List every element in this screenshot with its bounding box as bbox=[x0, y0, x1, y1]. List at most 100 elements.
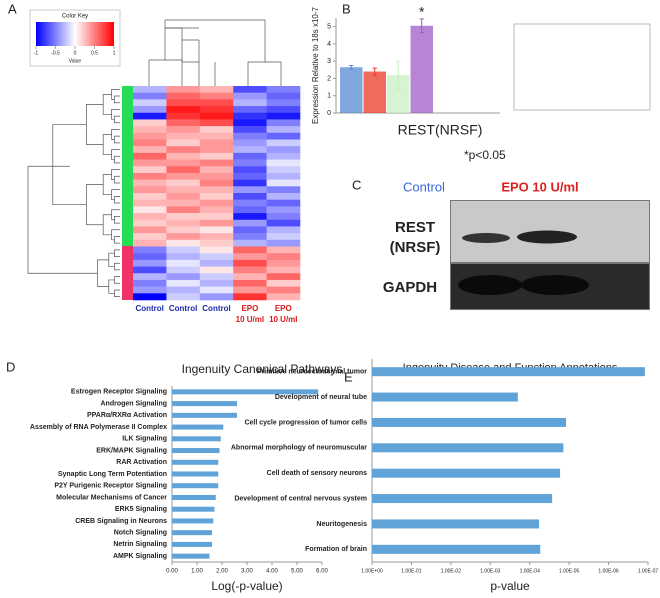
x-axis-label: Log(-p-value) bbox=[211, 579, 282, 593]
heatmap-cell bbox=[133, 132, 167, 140]
blot-row-label: REST bbox=[395, 219, 435, 236]
y-tick-label: Netrin Signaling bbox=[113, 541, 167, 548]
heatmap-cell bbox=[199, 132, 234, 140]
heatmap-cell bbox=[233, 126, 267, 134]
error-bar bbox=[396, 60, 401, 90]
heatmap-cell bbox=[266, 206, 301, 214]
heatmap-cell bbox=[233, 99, 267, 107]
bar bbox=[172, 412, 237, 418]
heatmap-cell bbox=[133, 266, 167, 274]
y-tick-label: Neuritogenesis bbox=[316, 521, 367, 528]
color-key-tick-label: 0.5 bbox=[91, 50, 98, 56]
heatmap-cell bbox=[133, 219, 167, 227]
heatmap-cell bbox=[233, 259, 267, 267]
heatmap-cell bbox=[166, 226, 201, 234]
bar bbox=[372, 367, 645, 377]
row-dendrogram-link bbox=[114, 155, 120, 164]
heatmap-cell bbox=[133, 279, 167, 287]
heatmap-cell bbox=[233, 139, 267, 147]
heatmap-cell bbox=[166, 186, 201, 194]
column-label: EPO bbox=[275, 304, 292, 313]
heatmap-cell bbox=[199, 172, 234, 180]
heatmap-cell bbox=[199, 266, 234, 274]
heatmap-cell bbox=[266, 213, 301, 221]
blot-band bbox=[517, 230, 577, 244]
heatmap-cell bbox=[199, 259, 234, 267]
heatmap-cell bbox=[233, 152, 267, 160]
heatmap-cell bbox=[199, 279, 234, 287]
column-label: Control bbox=[169, 304, 197, 313]
y-tick-label: RAR Activation bbox=[116, 459, 167, 466]
bar bbox=[172, 424, 224, 430]
heatmap-cell bbox=[166, 152, 201, 160]
heatmap-cell bbox=[166, 159, 201, 167]
heatmap-cell bbox=[233, 112, 267, 120]
error-bar bbox=[349, 65, 354, 70]
blot-lane-label: EPO 10 U/ml bbox=[501, 179, 578, 194]
x-tick-label: 6.00 bbox=[316, 569, 328, 575]
y-tick-label: Cell death of sensory neurons bbox=[267, 470, 367, 477]
heatmap-cell bbox=[266, 126, 301, 134]
footnote: *p<0.05 bbox=[464, 148, 506, 162]
heatmap-cell bbox=[166, 246, 201, 254]
heatmap-cell bbox=[166, 132, 201, 140]
heatmap-cell bbox=[133, 226, 167, 234]
y-tick-label: Molecular Mechanisms of Cancer bbox=[56, 494, 167, 501]
bar bbox=[372, 468, 561, 478]
heatmap-cell bbox=[199, 139, 234, 147]
color-key-tick-label: 0 bbox=[74, 50, 77, 56]
heatmap-cell bbox=[199, 226, 234, 234]
row-dendrogram-link bbox=[52, 124, 87, 206]
heatmap-cell bbox=[266, 139, 301, 147]
heatmap-cell bbox=[233, 159, 267, 167]
row-dendrogram-link bbox=[114, 195, 120, 204]
heatmap-cell bbox=[233, 293, 267, 301]
cluster-bar-pink bbox=[122, 246, 133, 300]
y-tick-label: 1 bbox=[327, 93, 331, 100]
bar bbox=[172, 401, 237, 407]
x-tick-label: REST(NRSF) bbox=[398, 122, 483, 138]
heatmap-cell bbox=[133, 239, 167, 247]
heatmap-cell bbox=[166, 166, 201, 174]
y-tick-label: Abnormal morphology of neuromuscular bbox=[231, 445, 367, 452]
error-bar bbox=[372, 67, 377, 76]
y-tick-label: Development of central nervous system bbox=[234, 495, 367, 502]
heatmap-cell bbox=[233, 279, 267, 287]
bar bbox=[387, 75, 410, 113]
heatmap-cell bbox=[266, 119, 301, 127]
heatmap-cell bbox=[266, 132, 301, 140]
heatmap-cell bbox=[199, 206, 234, 214]
heatmap-cell bbox=[133, 166, 167, 174]
cluster-bar-green bbox=[122, 86, 133, 246]
bar bbox=[172, 541, 212, 547]
column-label: Control bbox=[202, 304, 230, 313]
heatmap-cell bbox=[233, 266, 267, 274]
heatmap-cell bbox=[266, 286, 301, 294]
heatmap-cell bbox=[133, 139, 167, 147]
heatmap-cell bbox=[133, 159, 167, 167]
heatmap-cell bbox=[166, 293, 201, 301]
heatmap-cell bbox=[133, 199, 167, 207]
bar bbox=[172, 471, 219, 477]
bar bbox=[372, 443, 564, 453]
heatmap-cell bbox=[166, 139, 201, 147]
heatmap-cell bbox=[199, 219, 234, 227]
heatmap-cell bbox=[199, 213, 234, 221]
blot-lane-label: Control bbox=[403, 179, 445, 194]
row-dendrogram-link bbox=[114, 135, 120, 144]
heatmap-cell bbox=[166, 86, 201, 93]
heatmap-cell bbox=[266, 159, 301, 167]
row-dendrogram-link bbox=[111, 209, 120, 221]
column-dendrogram bbox=[148, 19, 282, 86]
bar bbox=[172, 483, 219, 489]
bar bbox=[172, 389, 319, 395]
heatmap-cell bbox=[266, 239, 301, 247]
heatmap-cell bbox=[133, 172, 167, 180]
heatmap-cell bbox=[233, 166, 267, 174]
bar bbox=[410, 25, 433, 113]
heatmap-cell bbox=[199, 293, 234, 301]
column-label: EPO bbox=[241, 304, 258, 313]
heatmap-cell bbox=[133, 213, 167, 221]
heatmap-cell bbox=[199, 246, 234, 254]
